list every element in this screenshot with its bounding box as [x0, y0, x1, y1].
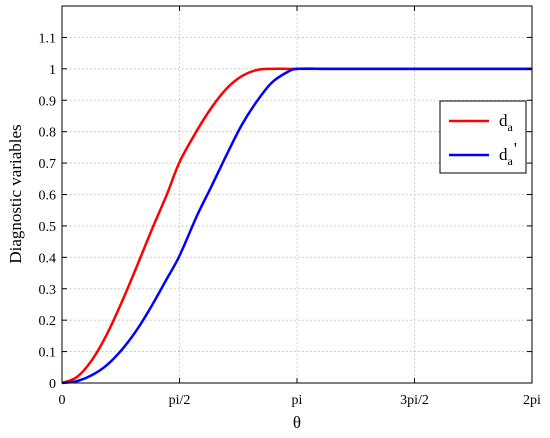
y-tick-label: 1: [49, 63, 56, 78]
y-tick-label: 1.1: [39, 31, 57, 46]
x-tick-label: 3pi/2: [400, 393, 429, 408]
series-line-2: [61, 67, 532, 385]
legend: da da': [439, 100, 527, 174]
x-tick-labels: 0 pi/2 pi 3pi/2 2pi: [59, 393, 542, 408]
x-tick-label: 2pi: [523, 393, 541, 408]
axis-ticks: [61, 6, 533, 384]
y-tick-label: 0.4: [39, 251, 57, 266]
legend-label-1: da: [499, 111, 514, 134]
y-tick-label: 0.7: [39, 157, 57, 172]
y-tick-label: 0: [49, 377, 56, 392]
y-tick-label: 0.5: [39, 220, 57, 235]
x-tick-label: 0: [59, 393, 66, 408]
y-tick-label: 0.8: [39, 126, 57, 141]
y-tick-label: 0.3: [39, 283, 57, 298]
x-axis-label: θ: [293, 413, 301, 432]
y-tick-labels: 0 0.1 0.2 0.3 0.4 0.5 0.6 0.7 0.8 0.9 1 1.1: [39, 31, 57, 392]
x-tick-label: pi/2: [169, 393, 191, 408]
series-lines: [61, 67, 532, 385]
y-tick-label: 0.6: [39, 189, 57, 204]
legend-label-2: da': [499, 139, 517, 168]
y-tick-label: 0.1: [39, 346, 57, 361]
y-axis-label: Diagnostic variables: [6, 124, 25, 263]
legend-box: [439, 100, 527, 174]
x-tick-label: pi: [292, 393, 303, 408]
y-tick-label: 0.2: [39, 314, 57, 329]
grid-lines: [61, 6, 533, 384]
y-tick-label: 0.9: [39, 94, 57, 109]
